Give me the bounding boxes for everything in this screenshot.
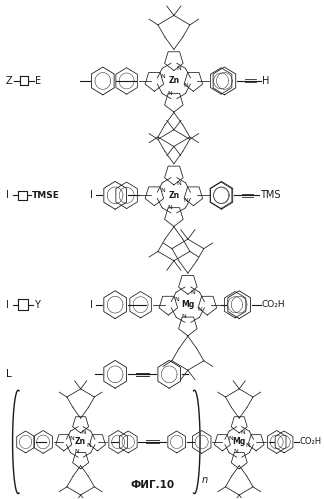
Text: N: N	[197, 307, 202, 312]
Text: CO₂H: CO₂H	[261, 300, 285, 309]
Text: N: N	[183, 83, 188, 88]
Text: TMSE: TMSE	[32, 191, 60, 200]
Text: Zn: Zn	[168, 76, 179, 85]
Text: N: N	[240, 430, 245, 435]
Text: Mg: Mg	[233, 438, 246, 447]
Text: TMS: TMS	[260, 190, 280, 200]
Text: CO₂H: CO₂H	[300, 438, 322, 447]
Text: N: N	[160, 73, 165, 78]
Text: N: N	[183, 198, 188, 203]
Text: E: E	[35, 76, 41, 86]
Text: Mg: Mg	[181, 300, 194, 309]
Text: Zn: Zn	[75, 438, 86, 447]
Text: N: N	[174, 297, 179, 302]
Text: N: N	[176, 181, 181, 186]
Text: H: H	[262, 76, 269, 86]
Text: N: N	[233, 449, 238, 454]
Text: n: n	[202, 476, 208, 486]
Text: Z: Z	[6, 76, 13, 86]
Text: ФИГ.10: ФИГ.10	[130, 480, 175, 490]
Text: N: N	[70, 436, 75, 441]
Text: N: N	[82, 430, 87, 435]
Text: N: N	[75, 449, 80, 454]
Text: N: N	[167, 205, 172, 210]
Text: L: L	[6, 369, 12, 379]
Text: N: N	[190, 290, 195, 295]
Text: Y: Y	[34, 300, 40, 310]
Text: N: N	[181, 314, 186, 319]
Text: N: N	[167, 91, 172, 96]
Text: I: I	[90, 190, 93, 200]
Text: N: N	[87, 443, 92, 448]
Text: I: I	[90, 300, 93, 310]
Text: N: N	[176, 66, 181, 71]
Text: I: I	[6, 300, 9, 310]
Text: N: N	[245, 443, 250, 448]
Text: Zn: Zn	[168, 191, 179, 200]
Text: N: N	[160, 188, 165, 193]
Text: I: I	[6, 190, 9, 200]
Text: N: N	[228, 436, 233, 441]
